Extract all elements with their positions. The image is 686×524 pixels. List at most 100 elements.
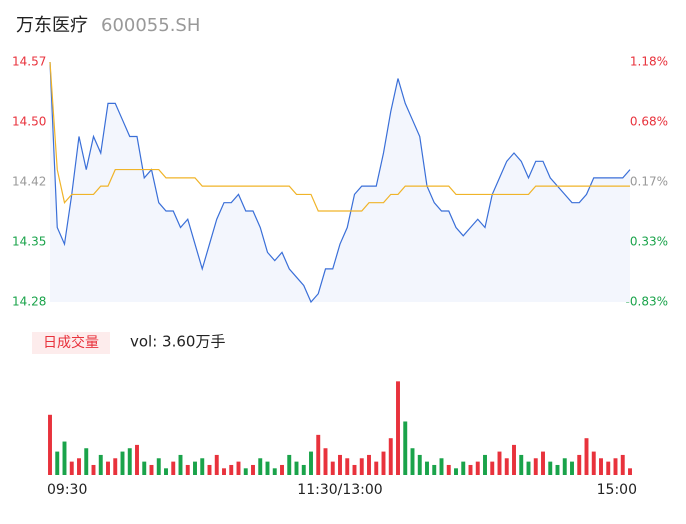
- volume-bar: [381, 451, 386, 475]
- volume-bar: [280, 464, 284, 475]
- volume-bar: [367, 454, 371, 475]
- y2-tick-label: 1.18%: [630, 55, 668, 69]
- volume-bar: [584, 438, 589, 475]
- volume-bar: [106, 461, 110, 475]
- volume-bar: [490, 461, 495, 475]
- volume-bar: [417, 454, 422, 475]
- y2-tick-label: 0.68%: [630, 115, 668, 129]
- x-tick-label: 11:30/13:00: [297, 482, 382, 498]
- volume-bar: [352, 464, 357, 475]
- volume-bar: [403, 421, 408, 475]
- volume-bar: [69, 461, 74, 475]
- volume-bar: [77, 458, 81, 475]
- volume-bar: [620, 454, 625, 475]
- volume-bar: [156, 458, 161, 475]
- volume-bar: [287, 454, 292, 475]
- volume-bar: [55, 451, 60, 475]
- volume-bar: [606, 461, 611, 475]
- volume-bar: [410, 448, 415, 475]
- volume-bar: [374, 461, 379, 475]
- volume-bar: [548, 461, 553, 475]
- volume-bar: [323, 448, 328, 475]
- chart-title: 万东医疗: [16, 15, 88, 36]
- volume-bar: [301, 464, 306, 475]
- volume-bar: [258, 458, 263, 475]
- volume-bar: [98, 454, 103, 475]
- y2-tick-label: -0.33%: [626, 235, 668, 249]
- volume-bar: [142, 461, 147, 475]
- volume-bar: [504, 458, 509, 475]
- y-tick-label: 14.57: [12, 55, 46, 69]
- x-tick-label: 09:30: [47, 482, 87, 498]
- volume-bar: [468, 464, 473, 475]
- price-line: [49, 61, 631, 304]
- y2-tick-label: 0.17%: [630, 175, 668, 189]
- volume-bar: [62, 441, 67, 475]
- volume-bar: [200, 458, 205, 475]
- y-tick-label: 14.35: [12, 235, 46, 249]
- volume-bar: [446, 464, 451, 475]
- volume-bar: [396, 381, 400, 475]
- volume-bar: [439, 458, 444, 475]
- volume-bar: [562, 458, 567, 475]
- volume-bar: [432, 464, 437, 475]
- volume-bar: [193, 461, 197, 475]
- y-tick-label: 14.50: [12, 115, 46, 129]
- y-tick-label: 14.28: [12, 295, 46, 309]
- volume-bar: [497, 451, 502, 475]
- volume-bar: [461, 461, 466, 475]
- volume-bar: [207, 464, 212, 475]
- volume-bar: [359, 458, 364, 475]
- volume-bar: [512, 444, 516, 475]
- volume-bar: [628, 468, 632, 475]
- volume-badge: [32, 332, 110, 354]
- volume-bar: [229, 464, 234, 475]
- volume-bar: [475, 461, 480, 475]
- volume-bar: [425, 461, 429, 475]
- volume-bar: [243, 468, 248, 475]
- volume-bar: [519, 454, 524, 475]
- volume-bar: [599, 458, 603, 475]
- volume-bar: [48, 414, 52, 475]
- volume-bar: [171, 461, 176, 475]
- volume-total: vol: 3.60万手: [130, 333, 225, 351]
- volume-bar: [113, 458, 118, 475]
- volume-bar: [533, 458, 538, 475]
- stock-code: 600055.SH: [101, 15, 200, 36]
- volume-bar: [345, 458, 350, 475]
- price-area: [50, 62, 630, 302]
- volume-bar: [251, 464, 255, 475]
- volume-title: 日成交量: [43, 334, 99, 351]
- volume-bar: [120, 451, 125, 475]
- volume-bar: [309, 451, 313, 475]
- volume-bar: [591, 451, 596, 475]
- volume-bar: [555, 464, 560, 475]
- x-tick-label: 15:00: [597, 482, 637, 498]
- volume-bar: [541, 451, 545, 475]
- volume-bar: [483, 454, 487, 475]
- volume-bar: [526, 461, 531, 475]
- y-tick-label: 14.42: [12, 175, 46, 189]
- volume-bar: [454, 468, 458, 475]
- volume-bar: [316, 434, 321, 475]
- volume-bar: [164, 468, 168, 475]
- y2-tick-label: -0.83%: [626, 295, 668, 309]
- volume-bar: [265, 461, 270, 475]
- volume-bar: [178, 454, 183, 475]
- volume-bar: [577, 454, 582, 475]
- volume-bar: [84, 448, 89, 475]
- average-line: [49, 61, 630, 212]
- volume-bar: [149, 464, 154, 475]
- volume-bar: [185, 464, 190, 475]
- volume-bar: [135, 444, 139, 475]
- volume-bar: [214, 454, 219, 475]
- volume-bar: [272, 468, 277, 475]
- volume-bar: [127, 448, 132, 475]
- volume-bar: [294, 461, 299, 475]
- volume-bar: [236, 461, 241, 475]
- volume-bar: [222, 468, 226, 475]
- volume-bar: [613, 458, 618, 475]
- volume-bar: [570, 461, 574, 475]
- volume-bar: [91, 464, 96, 475]
